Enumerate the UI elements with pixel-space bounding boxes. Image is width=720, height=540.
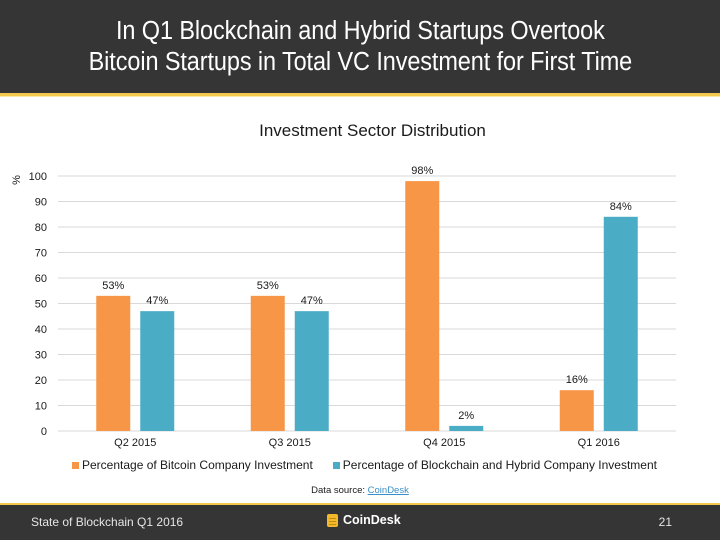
bar-blockchain	[294, 311, 329, 431]
coindesk-logo: CoinDesk	[327, 513, 401, 527]
slide-title: In Q1 Blockchain and Hybrid Startups Ove…	[88, 16, 632, 78]
coindesk-source-link[interactable]: CoinDesk	[367, 485, 409, 496]
bar-bitcoin	[96, 295, 131, 431]
chart-legend: Percentage of Bitcoin Company Investment…	[72, 458, 657, 472]
data-source-prefix: Data source:	[311, 485, 368, 496]
y-tick-label: 50	[35, 299, 47, 311]
y-tick-label: 80	[35, 222, 47, 234]
legend-item-bitcoin: Percentage of Bitcoin Company Investment	[72, 458, 313, 472]
y-tick-label: 0	[41, 426, 47, 438]
presentation-title: State of Blockchain Q1 2016	[31, 515, 184, 529]
y-tick-label: 90	[35, 197, 47, 209]
bar-blockchain	[449, 425, 484, 431]
legend-item-blockchain: Percentage of Blockchain and Hybrid Comp…	[332, 458, 657, 472]
y-tick-label: 70	[35, 248, 47, 260]
bar-bitcoin	[250, 295, 285, 431]
slide-title-line-1: In Q1 Blockchain and Hybrid Startups Ove…	[115, 16, 605, 45]
bars: 53% 47% 53% 47% 98% 2% 16% 84%	[96, 165, 638, 431]
data-label: 2%	[458, 410, 474, 422]
y-tick-label: 40	[35, 324, 47, 336]
y-axis-ticks: 0 10 20 30 40 50 60 70 80 90 100	[29, 171, 47, 438]
bar-blockchain	[140, 311, 175, 431]
page-number: 21	[658, 515, 672, 529]
x-tick-label: Q1 2016	[578, 437, 620, 449]
x-tick-label: Q2 2015	[114, 437, 156, 449]
legend-swatch-bitcoin	[72, 461, 79, 469]
slide-title-line-2: Bitcoin Startups in Total VC Investment …	[88, 47, 632, 76]
data-label: 98%	[411, 165, 433, 177]
slide-footer: State of Blockchain Q1 2016 CoinDesk 21	[0, 503, 720, 540]
data-source: Data source: CoinDesk	[0, 485, 720, 496]
y-tick-label: 20	[35, 375, 47, 387]
bar-bitcoin	[559, 390, 594, 431]
x-tick-label: Q4 2015	[423, 437, 465, 449]
legend-label-bitcoin: Percentage of Bitcoin Company Investment	[82, 458, 313, 472]
data-label: 53%	[257, 280, 279, 292]
bar-chart: 0 10 20 30 40 50 60 70 80 90 100 53% 47% 53% 47% 98% 2%…	[11, 165, 676, 449]
data-label: 16%	[566, 374, 588, 386]
legend-label-blockchain: Percentage of Blockchain and Hybrid Comp…	[342, 458, 657, 472]
y-tick-label: 100	[29, 171, 47, 183]
data-label: 84%	[610, 201, 632, 213]
slide-header: In Q1 Blockchain and Hybrid Startups Ove…	[0, 0, 720, 96]
legend-swatch-blockchain	[332, 461, 340, 469]
data-label: 53%	[102, 280, 124, 292]
bar-bitcoin	[405, 181, 440, 431]
y-tick-label: 10	[35, 401, 47, 413]
data-label: 47%	[146, 295, 168, 307]
x-tick-label: Q3 2015	[269, 437, 311, 449]
coindesk-logo-text: CoinDesk	[343, 513, 401, 527]
bar-blockchain	[603, 216, 638, 431]
x-axis-ticks: Q2 2015 Q3 2015 Q4 2015 Q1 2016	[114, 437, 620, 449]
y-axis-label: %	[11, 175, 23, 185]
data-label: 47%	[301, 295, 323, 307]
chart-title: Investment Sector Distribution	[259, 121, 486, 140]
y-tick-label: 60	[35, 273, 47, 285]
coindesk-logo-icon	[327, 513, 338, 527]
y-tick-label: 30	[35, 350, 47, 362]
